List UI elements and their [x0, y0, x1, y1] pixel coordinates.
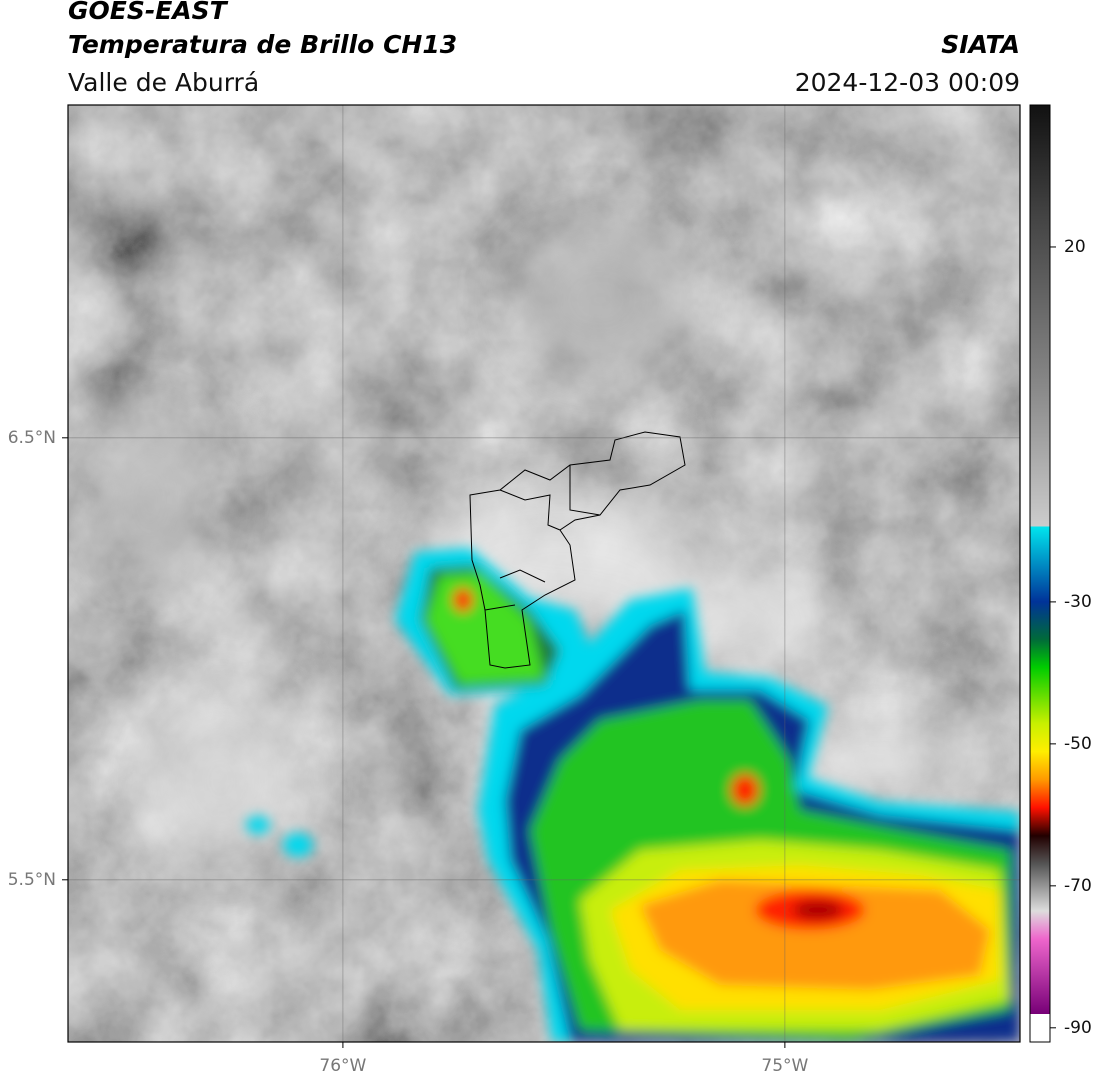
satellite-image [68, 105, 1020, 1042]
colorbar-tick-label: 20 [1064, 237, 1086, 257]
colorbar-tick-label: -30 [1064, 592, 1092, 612]
colorbar-tick-label: -90 [1064, 1018, 1092, 1038]
colorbar-tick-label: -70 [1064, 876, 1092, 896]
colorbar-tick-label: -50 [1064, 734, 1092, 754]
y-tick-label: 5.5°N [8, 870, 56, 890]
x-tick-label: 75°W [761, 1056, 808, 1076]
municipal-boundaries [469, 431, 686, 669]
source: SIATA [941, 30, 1020, 59]
title: GOES-EAST [68, 0, 229, 25]
subtitle: Temperatura de Brillo CH13 [68, 30, 457, 59]
timestamp: 2024-12-03 00:09 [795, 68, 1020, 97]
grid [68, 105, 1020, 1042]
x-tick-label: 76°W [319, 1056, 366, 1076]
y-tick-label: 6.5°N [8, 428, 56, 448]
map-frame [67, 104, 1021, 1043]
colorbar [1029, 104, 1051, 1043]
region: Valle de Aburrá [68, 68, 259, 97]
